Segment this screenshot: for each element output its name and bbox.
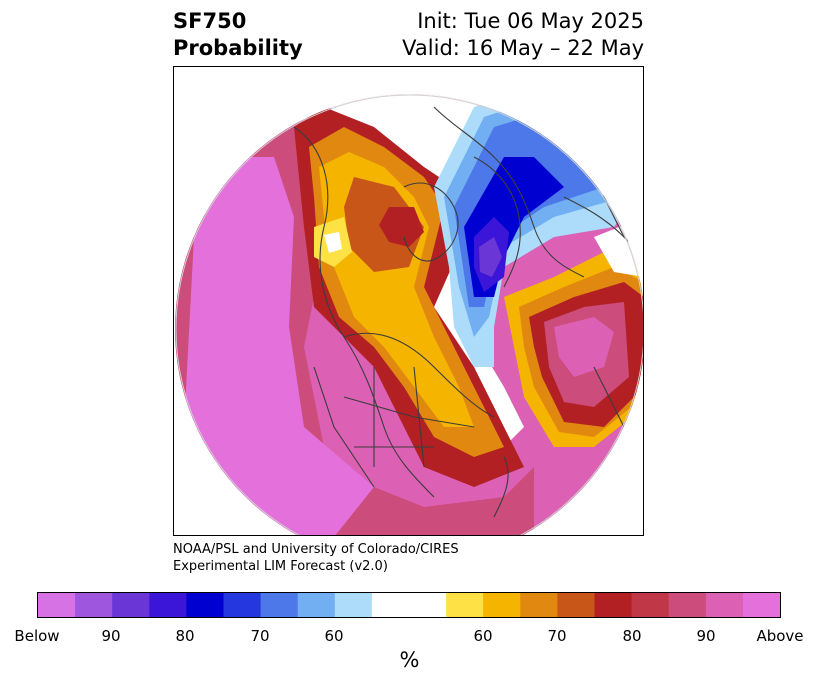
- colorbar-tick-70-above: 70: [547, 627, 567, 645]
- colorbar-swatch: [186, 593, 225, 617]
- colorbar-swatch: [705, 593, 744, 617]
- above-90-asia: [554, 317, 614, 377]
- colorbar-tick-80-above: 80: [622, 627, 642, 645]
- colorbar-tick-90-above: 90: [696, 627, 716, 645]
- credit-line-2: Experimental LIM Forecast (v2.0): [173, 559, 388, 574]
- colorbar-units: %: [399, 648, 420, 672]
- map-panel: [173, 66, 644, 536]
- colorbar-swatch: [483, 593, 521, 617]
- colorbar-swatch: [260, 593, 299, 617]
- credit: NOAA/PSL and University of Colorado/CIRE…: [173, 541, 459, 575]
- colorbar-swatch: [520, 593, 558, 617]
- colorbar-tick-60-below: 60: [324, 627, 344, 645]
- colorbar-swatch: [668, 593, 707, 617]
- valid-range: Valid: 16 May – 22 May: [402, 36, 644, 60]
- title-right: Init: Tue 06 May 2025 Valid: 16 May – 22…: [402, 8, 644, 62]
- colorbar-swatch: [409, 593, 447, 617]
- hemisphere-edge: [175, 94, 643, 535]
- variable-name: SF750: [173, 9, 247, 33]
- init-date: Init: Tue 06 May 2025: [417, 9, 644, 33]
- colorbar-tick-70-below: 70: [250, 627, 270, 645]
- below-90-core: [479, 237, 502, 277]
- above-core-west: [184, 157, 374, 535]
- colorbar-swatch: [75, 593, 113, 617]
- colorbar-tick-60-above: 60: [473, 627, 493, 645]
- colorbar: [37, 592, 781, 618]
- colorbar-swatch: [297, 593, 336, 617]
- above-70-hudson: [379, 207, 424, 247]
- colorbar-swatch: [742, 593, 780, 617]
- colorbar-swatch: [557, 593, 596, 617]
- colorbar-tick-below: Below: [14, 627, 60, 645]
- below-core-northeast: [574, 94, 643, 157]
- colorbar-tick-above: Above: [756, 627, 804, 645]
- colorbar-swatch: [149, 593, 187, 617]
- colorbar-swatch: [334, 593, 373, 617]
- title-left: SF750 Probability: [173, 8, 303, 62]
- credit-line-1: NOAA/PSL and University of Colorado/CIRE…: [173, 542, 459, 557]
- probability-map: [175, 94, 643, 535]
- colorbar-swatch: [594, 593, 633, 617]
- colorbar-swatch: [223, 593, 262, 617]
- colorbar-swatch: [631, 593, 670, 617]
- product-name: Probability: [173, 36, 303, 60]
- colorbar-tick-80-below: 80: [175, 627, 195, 645]
- colorbar-swatch: [112, 593, 150, 617]
- colorbar-swatch: [446, 593, 484, 617]
- colorbar-swatch: [371, 593, 410, 617]
- colorbar-tick-90-below: 90: [101, 627, 121, 645]
- neutral-yukon: [324, 232, 342, 253]
- colorbar-swatch: [38, 593, 76, 617]
